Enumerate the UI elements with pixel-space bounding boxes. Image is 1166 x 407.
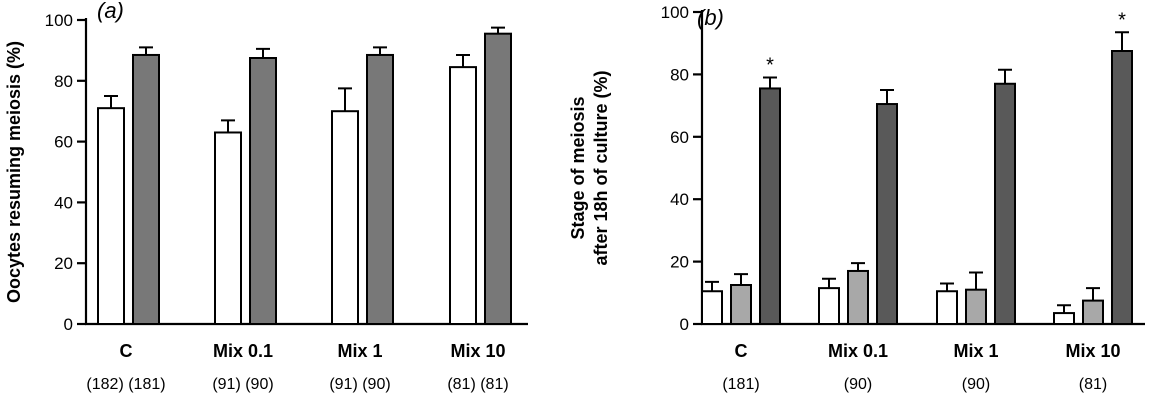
y-tick-label: 80 bbox=[670, 65, 689, 84]
x-category-label: Mix 10 bbox=[1065, 341, 1120, 361]
error-bar bbox=[338, 87, 352, 112]
error-bar bbox=[1115, 31, 1129, 51]
error-bar bbox=[491, 26, 505, 34]
error-bar bbox=[880, 89, 894, 105]
error-bar bbox=[373, 46, 387, 55]
sample-size-label: (81) (81) bbox=[447, 376, 508, 393]
significance-marker: * bbox=[1118, 9, 1126, 31]
x-category-label: Mix 0.1 bbox=[828, 341, 888, 361]
significance-marker: * bbox=[766, 55, 774, 77]
bar bbox=[214, 131, 242, 325]
y-tick-label: 0 bbox=[680, 315, 689, 334]
error-bar bbox=[734, 273, 748, 285]
sample-size-label: (90) bbox=[844, 376, 872, 393]
y-tick-label: 40 bbox=[54, 193, 73, 212]
bar bbox=[366, 53, 394, 326]
sample-size-label: (90) bbox=[962, 376, 990, 393]
error-bar bbox=[969, 271, 983, 290]
y-tick-label: 40 bbox=[670, 190, 689, 209]
y-tick-label: 20 bbox=[670, 253, 689, 272]
error-bar bbox=[763, 76, 777, 89]
bar bbox=[759, 87, 781, 325]
x-category-label: Mix 0.1 bbox=[213, 341, 273, 361]
bar bbox=[484, 32, 512, 326]
bar bbox=[132, 53, 160, 326]
sample-size-label: (91) (90) bbox=[329, 376, 390, 393]
bar bbox=[1053, 312, 1075, 325]
sample-size-label: (182) (181) bbox=[86, 376, 165, 393]
error-bar bbox=[998, 68, 1012, 84]
y-tick-label: 100 bbox=[45, 11, 73, 30]
y-tick-label: 0 bbox=[64, 315, 73, 334]
x-category-label: C bbox=[120, 341, 133, 361]
y-tick-label: 100 bbox=[661, 3, 689, 22]
error-bar bbox=[822, 277, 836, 289]
bar bbox=[847, 269, 869, 325]
bar bbox=[331, 110, 359, 325]
bar bbox=[965, 288, 987, 325]
y-tick-label: 60 bbox=[670, 128, 689, 147]
x-category-label: Mix 1 bbox=[953, 341, 998, 361]
error-bar bbox=[256, 47, 270, 58]
x-category-label: Mix 1 bbox=[337, 341, 382, 361]
bar bbox=[701, 290, 723, 325]
error-bar bbox=[940, 282, 954, 292]
error-bar bbox=[139, 46, 153, 55]
x-category-label: Mix 10 bbox=[450, 341, 505, 361]
error-bar bbox=[1086, 287, 1100, 301]
y-axis-label: Oocytes resuming meiosis (%) bbox=[4, 41, 24, 303]
bar bbox=[249, 57, 277, 325]
error-bar bbox=[456, 53, 470, 68]
x-category-label: C bbox=[735, 341, 748, 361]
bar bbox=[97, 107, 125, 325]
bar bbox=[1111, 50, 1133, 325]
panel-b-chart: 0 20 40 60 80 100 Stage of meiosis after 18h of… bbox=[568, 3, 1145, 393]
error-bar bbox=[1057, 304, 1071, 314]
bar bbox=[994, 82, 1016, 326]
bar bbox=[730, 284, 752, 325]
bar bbox=[876, 103, 898, 326]
y-tick-label: 60 bbox=[54, 133, 73, 152]
sample-size-label: (181) bbox=[722, 376, 759, 393]
sample-size-label: (91) (90) bbox=[212, 376, 273, 393]
bar bbox=[818, 287, 840, 325]
panel-label: (b) bbox=[697, 5, 724, 30]
error-bar bbox=[221, 119, 235, 133]
y-tick-label: 20 bbox=[54, 254, 73, 273]
error-bar bbox=[851, 262, 865, 271]
bar bbox=[936, 290, 958, 325]
y-axis-label: Stage of meiosis after 18h of culture (%) bbox=[568, 70, 611, 265]
error-bar bbox=[705, 280, 719, 292]
bar bbox=[1082, 299, 1104, 326]
error-bar bbox=[104, 95, 118, 109]
bar bbox=[449, 66, 477, 326]
y-tick-label: 80 bbox=[54, 72, 73, 91]
panel-a-chart: 0 20 40 60 80 100 Oocytes resuming meiosis (%)… bbox=[4, 0, 528, 393]
panel-label: (a) bbox=[97, 0, 124, 23]
sample-size-label: (81) bbox=[1079, 376, 1107, 393]
